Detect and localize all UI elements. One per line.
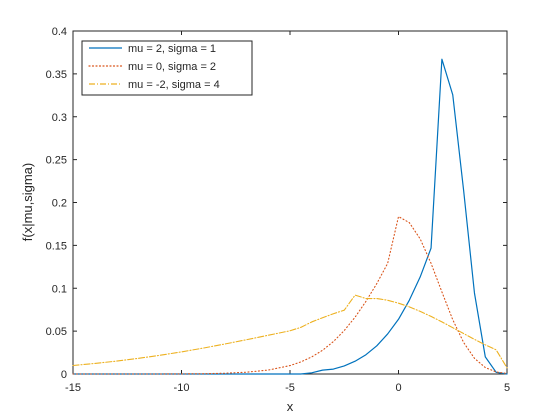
x-tick-label--15: -15 (65, 382, 81, 394)
legend-label-mu-0-sigma-2: mu = 0, sigma = 2 (128, 61, 216, 73)
x-axis-ticks: -15 -10 -5 0 5 (65, 31, 510, 394)
y-tick-label-0.2: 0.2 (52, 198, 67, 210)
y-tick-label-0.05: 0.05 (46, 326, 67, 338)
y-axis-ticks: 0 0.05 0.1 0.15 0.2 0.25 0.3 0.35 0.4 (46, 26, 507, 381)
x-tick-label-5: 5 (504, 382, 510, 394)
series-1-line (72, 216, 508, 375)
legend: mu = 2, sigma = 1 mu = 0, sigma = 2 mu =… (81, 40, 253, 96)
x-tick-label-0: 0 (395, 382, 401, 394)
legend-label-mu-2-sigma-1: mu = 2, sigma = 1 (128, 43, 216, 55)
y-tick-label-0.35: 0.35 (46, 69, 67, 81)
x-tick-label--5: -5 (285, 382, 295, 394)
y-tick-label-0.25: 0.25 (46, 155, 67, 167)
y-tick-label-0.3: 0.3 (52, 112, 67, 124)
legend-label-mu-neg2-sigma-4: mu = -2, sigma = 4 (128, 79, 220, 91)
y-tick-label-0: 0 (61, 369, 67, 381)
series-layer (72, 58, 508, 375)
y-tick-label-0.15: 0.15 (46, 240, 67, 252)
x-axis-label: x (287, 399, 294, 414)
series-2-line (72, 294, 508, 369)
y-axis-label: f(x|mu,sigma) (20, 163, 35, 242)
legend-box (81, 40, 253, 96)
x-tick-label--10: -10 (174, 382, 190, 394)
y-tick-label-0.1: 0.1 (52, 283, 67, 295)
y-tick-label-0.4: 0.4 (52, 26, 67, 38)
